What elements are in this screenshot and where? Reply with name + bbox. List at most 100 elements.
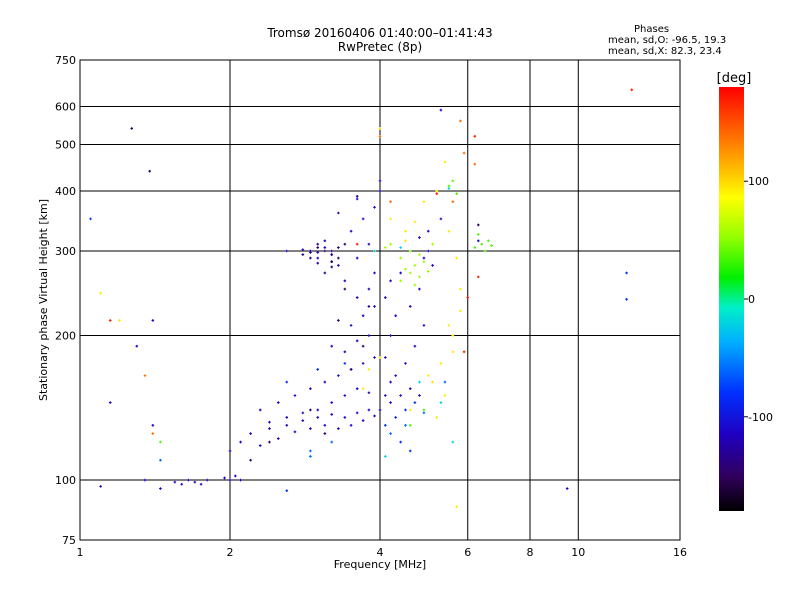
data-point <box>337 319 340 322</box>
data-points <box>89 88 634 508</box>
data-point <box>389 200 392 204</box>
data-point <box>404 362 407 365</box>
x-tick-label: 16 <box>673 546 687 559</box>
data-point <box>343 350 347 354</box>
data-point <box>447 187 451 190</box>
data-point <box>249 432 252 435</box>
data-point <box>447 324 451 327</box>
data-point <box>404 239 407 243</box>
data-point <box>276 401 280 404</box>
data-point <box>443 160 447 164</box>
data-point <box>399 246 402 249</box>
colorbar <box>719 87 744 511</box>
data-point <box>418 275 421 279</box>
data-point <box>439 108 443 112</box>
data-point <box>193 480 197 484</box>
data-point <box>451 200 455 204</box>
data-point <box>462 350 466 354</box>
data-point <box>223 476 226 480</box>
data-point <box>451 334 455 337</box>
data-point <box>268 440 271 444</box>
data-point <box>399 440 402 444</box>
data-point <box>477 223 480 227</box>
data-point <box>337 246 340 249</box>
data-point <box>187 478 190 482</box>
data-point <box>408 271 412 275</box>
data-point <box>367 408 371 412</box>
data-point <box>118 319 121 322</box>
data-point <box>285 489 289 493</box>
data-point <box>228 449 232 453</box>
data-point <box>309 427 312 430</box>
x-tick-label: 2 <box>227 546 234 559</box>
data-point <box>367 287 371 291</box>
x-tick-label: 6 <box>464 546 471 559</box>
data-point <box>349 229 353 233</box>
data-point <box>431 380 434 384</box>
data-point <box>447 229 451 233</box>
y-axis-ticks: 75 100 200 300 400 500 600 750 <box>55 54 76 547</box>
data-point <box>316 408 320 412</box>
data-point <box>477 233 480 236</box>
data-point <box>330 265 334 269</box>
data-point <box>435 416 439 419</box>
y-tick-label: 200 <box>55 330 76 343</box>
data-point <box>309 455 312 458</box>
data-point <box>309 408 312 412</box>
data-point <box>399 256 402 260</box>
data-point <box>337 374 340 377</box>
data-point <box>455 505 458 508</box>
data-point <box>367 391 371 395</box>
data-point <box>316 261 320 265</box>
colorbar-ticks: 100 0 -100 <box>744 175 773 424</box>
data-point <box>309 256 312 260</box>
data-point <box>330 249 334 253</box>
x-tick-label: 8 <box>527 546 534 559</box>
data-point <box>483 249 487 253</box>
data-point <box>384 246 387 249</box>
x-axis-ticks: 1 2 4 6 8 10 16 <box>77 546 688 559</box>
data-point <box>349 324 353 327</box>
data-point <box>426 270 430 273</box>
y-tick-label: 100 <box>55 474 76 487</box>
data-point <box>473 162 477 166</box>
data-point <box>373 414 376 418</box>
data-point <box>477 275 480 279</box>
data-point <box>459 287 462 291</box>
data-point <box>394 416 397 419</box>
data-point <box>625 297 628 301</box>
data-point <box>349 424 353 427</box>
data-point <box>180 482 184 486</box>
data-point <box>323 432 327 435</box>
data-point <box>99 485 102 488</box>
data-point <box>151 424 155 427</box>
data-point <box>443 380 447 384</box>
data-point <box>361 387 365 390</box>
data-point <box>394 314 397 317</box>
data-point <box>384 424 387 427</box>
data-point <box>258 408 262 412</box>
data-point <box>408 249 412 253</box>
data-point <box>323 239 327 243</box>
y-tick-label: 400 <box>55 185 76 198</box>
data-point <box>399 271 402 275</box>
data-point <box>143 478 147 482</box>
data-point <box>418 394 421 397</box>
data-point <box>426 229 430 233</box>
data-point <box>431 242 434 246</box>
data-point <box>337 211 340 215</box>
data-point <box>367 305 371 308</box>
y-tick-label: 750 <box>55 54 76 67</box>
data-point <box>422 256 426 260</box>
data-point <box>99 291 102 295</box>
data-point <box>630 88 634 92</box>
data-point <box>490 244 493 247</box>
data-point <box>404 267 407 271</box>
data-point <box>413 220 417 224</box>
data-point <box>159 440 162 444</box>
y-axis-label: Stationary phase Virtual Height [km] <box>37 199 50 401</box>
data-point <box>378 189 382 193</box>
colorbar-title: [deg] <box>717 71 752 86</box>
data-point <box>418 380 421 384</box>
